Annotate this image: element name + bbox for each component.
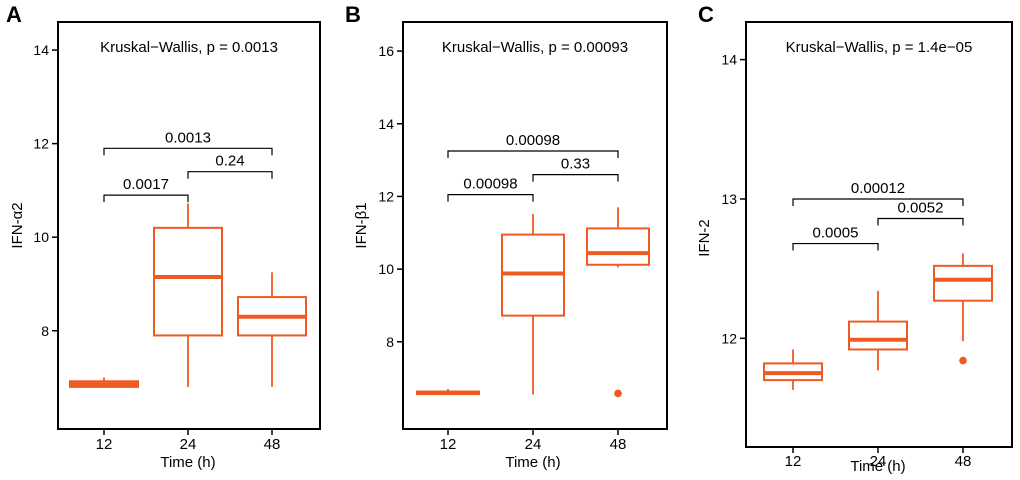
comparison-p-value: 0.0052 [898, 199, 944, 216]
panel-label: A [6, 2, 22, 27]
x-ticks: 12 24 48 [785, 447, 972, 470]
panel-a: A Kruskal−Wallis, p = 0.0013 IFN-α2 Time… [6, 2, 321, 471]
x-tick-label: 12 [785, 453, 802, 470]
panel-label: B [345, 2, 361, 27]
panel-b: B Kruskal−Wallis, p = 0.00093 IFN-β1 Tim… [345, 2, 668, 471]
y-ticks: 8 10 12 14 16 [378, 43, 403, 350]
y-axis-label: IFN-β1 [353, 202, 370, 248]
comparison-bracket [187, 171, 273, 179]
x-axis-label: Time (h) [850, 458, 905, 475]
comparison-bracket [103, 194, 189, 203]
comparison-bracket [447, 194, 534, 202]
comparison-p-value: 0.00012 [851, 180, 905, 197]
y-tick-label: 10 [33, 229, 49, 245]
x-tick-label: 24 [870, 453, 887, 470]
outlier-point [959, 356, 967, 365]
comparison-bracket [532, 174, 619, 182]
plot-frame [402, 21, 668, 430]
chart-title: Kruskal−Wallis, p = 0.0013 [100, 39, 278, 56]
x-ticks: 12 24 48 [96, 429, 281, 453]
chart-title: Kruskal−Wallis, p = 0.00093 [442, 39, 628, 56]
box-series [763, 253, 993, 390]
comparison-bracket [447, 150, 619, 159]
y-tick-label: 16 [378, 43, 394, 59]
comparison-p-value: 0.0013 [165, 129, 211, 146]
x-tick-label: 48 [264, 436, 281, 453]
x-tick-label: 48 [955, 453, 972, 470]
y-tick-label: 14 [378, 116, 394, 132]
y-tick-label: 12 [721, 330, 737, 346]
x-tick-label: 48 [610, 436, 627, 453]
comparison-p-value: 0.0005 [813, 225, 859, 242]
x-axis-label: Time (h) [160, 454, 215, 471]
y-tick-label: 14 [721, 52, 737, 68]
box-series [69, 203, 307, 388]
outlier-point [614, 389, 622, 398]
x-tick-label: 24 [525, 436, 542, 453]
comparison-p-value: 0.0017 [123, 176, 169, 193]
comparison-bracket [877, 217, 964, 226]
comparison-p-value: 0.00098 [463, 176, 517, 193]
comparison-bracket [103, 147, 273, 156]
y-tick-label: 12 [33, 136, 49, 152]
y-tick-label: 8 [386, 334, 394, 350]
comparison-p-value: 0.24 [215, 153, 244, 170]
panel-label: C [698, 2, 714, 27]
box-iqr [848, 320, 908, 351]
y-axis-label: IFN-2 [696, 219, 713, 257]
y-tick-label: 13 [721, 191, 737, 207]
y-axis-label: IFN-α2 [9, 202, 26, 248]
y-ticks: 12 13 14 [721, 52, 746, 346]
y-tick-label: 8 [41, 323, 49, 339]
comparison-brackets: 0.0005 0.0052 0.00012 [792, 180, 964, 251]
chart-title: Kruskal−Wallis, p = 1.4e−05 [786, 39, 973, 56]
box-iqr [153, 226, 223, 337]
x-tick-label: 12 [96, 436, 113, 453]
x-ticks: 12 24 48 [440, 429, 627, 453]
comparison-brackets: 0.0017 0.240.0013 [103, 129, 273, 203]
y-tick-label: 10 [378, 261, 394, 277]
plot-frame [57, 21, 321, 430]
box-series [416, 207, 650, 398]
x-axis-label: Time (h) [505, 454, 560, 471]
box-iqr [933, 264, 993, 302]
box-iqr [586, 227, 650, 266]
panel-c: C Kruskal−Wallis, p = 1.4e−05 IFN-2 Time… [696, 2, 1013, 475]
y-tick-label: 12 [378, 188, 394, 204]
y-ticks: 8 10 12 14 [33, 42, 58, 339]
comparison-bracket [792, 198, 964, 206]
comparison-p-value: 0.00098 [506, 132, 560, 149]
x-tick-label: 24 [180, 436, 197, 453]
x-tick-label: 12 [440, 436, 457, 453]
y-tick-label: 14 [33, 42, 49, 58]
comparison-p-value: 0.33 [561, 156, 590, 173]
comparison-bracket [792, 242, 879, 251]
plot-frame [745, 21, 1013, 448]
